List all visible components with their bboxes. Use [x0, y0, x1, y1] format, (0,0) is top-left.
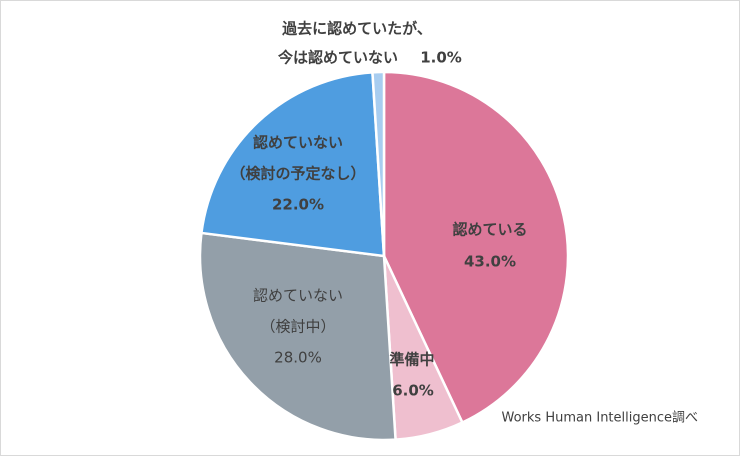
slice-label: 認めていない: [253, 134, 343, 152]
value-label: 28.0%: [274, 349, 322, 367]
value-label: 1.0%: [420, 49, 462, 67]
value-label: 43.0%: [464, 253, 516, 271]
pie-slice: [371, 70, 386, 257]
pie-slice: [200, 71, 386, 258]
pie-slice: [198, 231, 397, 442]
pie-slice: [382, 70, 570, 425]
slice-label: （検討中）: [260, 318, 335, 336]
slice-label: 過去に認めていたが、: [281, 20, 432, 38]
slice-label: 準備中: [389, 351, 434, 369]
value-label: 22.0%: [272, 196, 324, 214]
slice-label: （検討の予定なし）: [230, 165, 365, 183]
source-note: Works Human Intelligence調べ: [502, 411, 698, 426]
slice-label: 今は認めていない: [277, 49, 398, 67]
slice-label: 認めている: [452, 221, 527, 239]
value-label: 6.0%: [392, 382, 434, 400]
slice-label: 認めていない: [253, 287, 343, 305]
